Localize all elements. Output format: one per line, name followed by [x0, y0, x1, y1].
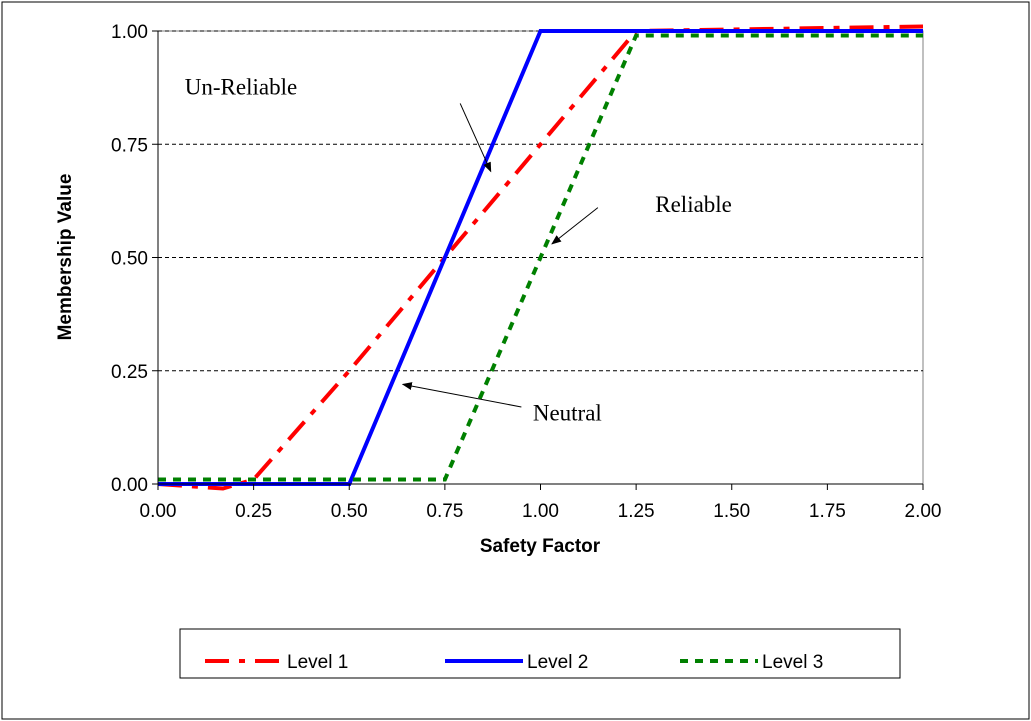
axes: 0.00 0.25 0.50 0.75 1.00 1.25 1.50 1.75 2.00 0.00…	[111, 22, 941, 522]
y-tick-label-0: 0.00	[111, 475, 148, 496]
y-tick-label-3: 0.75	[111, 135, 148, 156]
y-tick-label-1: 0.25	[111, 362, 148, 383]
x-tick-label-3: 0.75	[426, 501, 463, 522]
legend: Level 1 Level 2 Level 3	[179, 628, 901, 679]
x-tick-label-2: 0.50	[331, 501, 368, 522]
y-axis-title: Membership Value	[55, 174, 76, 341]
x-tick-label-7: 1.75	[809, 501, 846, 522]
x-tick-label-6: 1.50	[713, 501, 750, 522]
annotation-label-un-reliable: Un-Reliable	[185, 74, 297, 99]
x-tick-label-4: 1.00	[522, 501, 559, 522]
x-tick-label-8: 2.00	[905, 501, 942, 522]
legend-box	[179, 628, 901, 679]
x-tick-label-5: 1.25	[618, 501, 655, 522]
x-tick-label-0: 0.00	[140, 501, 177, 522]
legend-label-level-1: Level 1	[287, 652, 348, 673]
annotations: Un-Reliable Reliable Neutral	[185, 74, 732, 425]
annotation-label-neutral: Neutral	[533, 401, 602, 426]
legend-label-level-2: Level 2	[527, 652, 588, 673]
series-line-level-1	[157, 24, 924, 491]
annotation-arrow-un-reliable	[459, 103, 492, 173]
y-tick-label-4: 1.00	[111, 22, 148, 43]
x-tick-label-1: 0.25	[235, 501, 272, 522]
legend-label-level-3: Level 3	[762, 652, 823, 673]
y-tick-label-2: 0.50	[111, 249, 148, 270]
annotation-label-reliable: Reliable	[655, 192, 732, 217]
series-line-level-3	[158, 33, 923, 482]
annotation-arrow-neutral	[401, 382, 522, 408]
annotation-arrow-reliable	[551, 207, 599, 245]
x-axis-title: Safety Factor	[480, 536, 601, 557]
